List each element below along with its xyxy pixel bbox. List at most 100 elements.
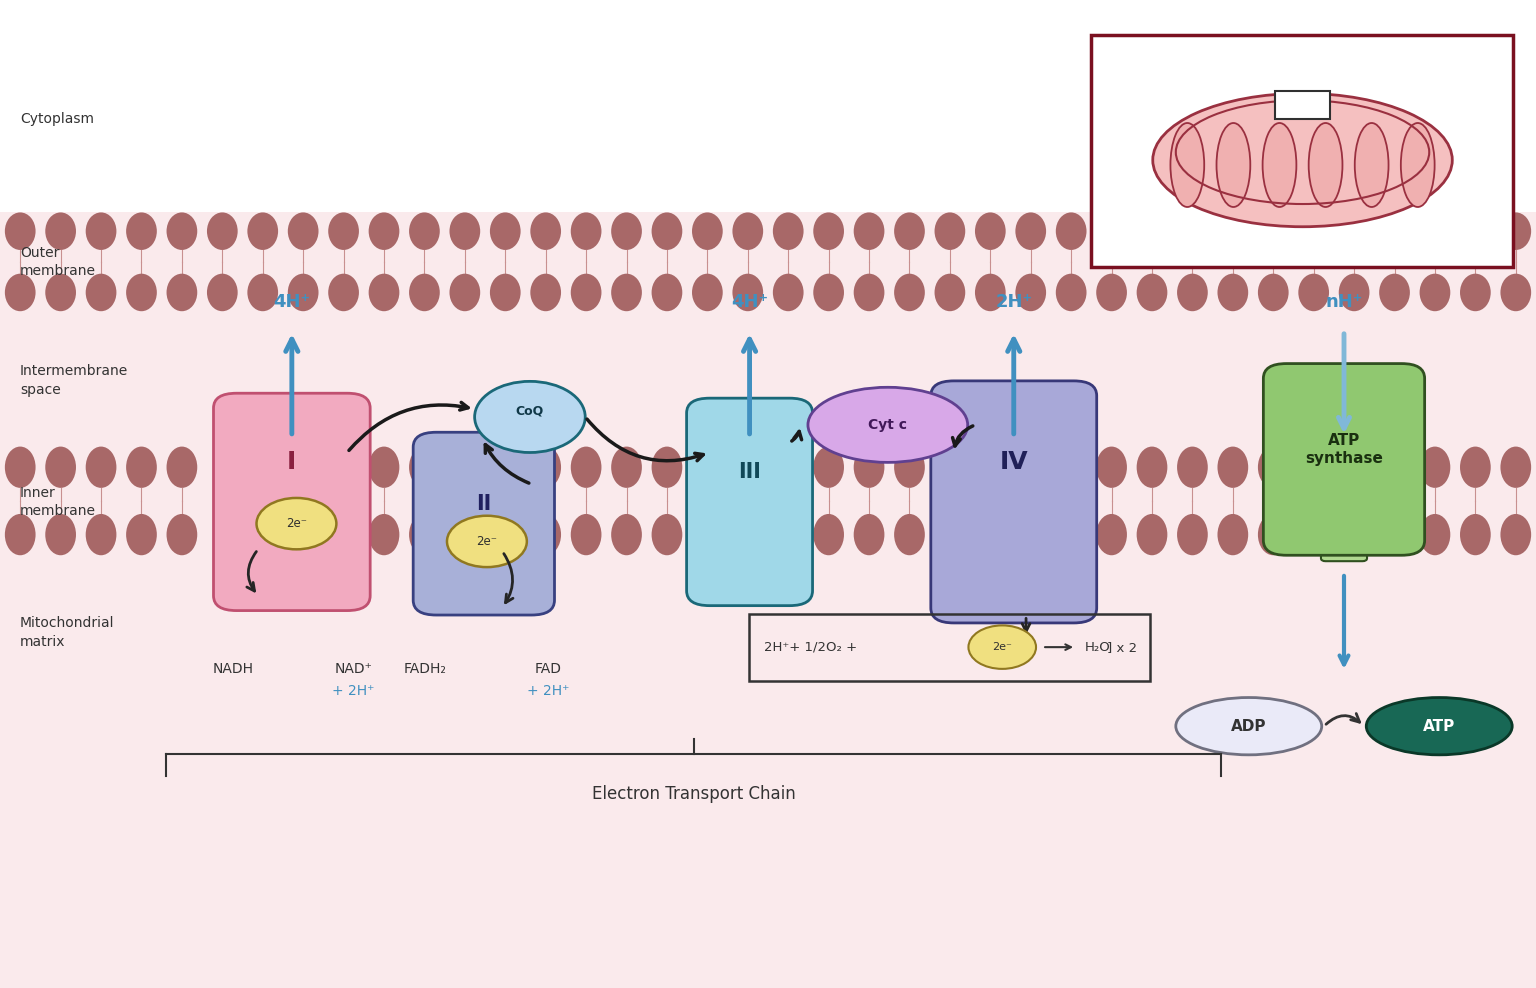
Ellipse shape	[86, 447, 117, 488]
Ellipse shape	[1419, 274, 1450, 311]
Ellipse shape	[1461, 212, 1491, 250]
Ellipse shape	[1298, 212, 1329, 250]
Ellipse shape	[894, 447, 925, 488]
Ellipse shape	[45, 212, 75, 250]
Text: 2e⁻: 2e⁻	[286, 517, 307, 531]
Ellipse shape	[5, 212, 35, 250]
Text: 2H⁺+ 1/2O₂ +: 2H⁺+ 1/2O₂ +	[763, 640, 857, 654]
Ellipse shape	[409, 514, 439, 555]
FancyArrowPatch shape	[791, 432, 802, 441]
Ellipse shape	[126, 274, 157, 311]
Ellipse shape	[409, 447, 439, 488]
Ellipse shape	[854, 514, 885, 555]
Text: ATP: ATP	[1424, 718, 1455, 734]
FancyArrowPatch shape	[485, 445, 528, 483]
Text: FAD: FAD	[535, 662, 562, 676]
Ellipse shape	[1177, 514, 1207, 555]
Text: Cyt c: Cyt c	[868, 418, 908, 432]
Text: 2H⁺: 2H⁺	[995, 293, 1032, 311]
Ellipse shape	[1379, 274, 1410, 311]
Ellipse shape	[247, 274, 278, 311]
Text: Inner
membrane: Inner membrane	[20, 486, 95, 518]
Text: + 2H⁺: + 2H⁺	[332, 684, 375, 698]
Ellipse shape	[126, 447, 157, 488]
Text: FADH₂: FADH₂	[404, 662, 447, 676]
Circle shape	[968, 625, 1035, 669]
Ellipse shape	[5, 447, 35, 488]
Circle shape	[447, 516, 527, 567]
Text: 4H⁺: 4H⁺	[731, 293, 768, 311]
Ellipse shape	[5, 514, 35, 555]
Text: III: III	[739, 462, 760, 482]
Text: 4H⁺: 4H⁺	[273, 293, 310, 311]
Text: Intermembrane
space: Intermembrane space	[20, 365, 127, 396]
Ellipse shape	[611, 212, 642, 250]
Ellipse shape	[975, 212, 1006, 250]
Ellipse shape	[329, 274, 359, 311]
Ellipse shape	[5, 274, 35, 311]
Ellipse shape	[1461, 447, 1491, 488]
Ellipse shape	[813, 212, 843, 250]
Ellipse shape	[86, 212, 117, 250]
Text: Cytoplasm: Cytoplasm	[20, 112, 94, 125]
Ellipse shape	[530, 212, 561, 250]
Ellipse shape	[450, 274, 481, 311]
Ellipse shape	[1298, 274, 1329, 311]
FancyArrowPatch shape	[1044, 644, 1071, 650]
Text: Outer
membrane: Outer membrane	[20, 246, 95, 278]
Ellipse shape	[813, 514, 843, 555]
Ellipse shape	[369, 447, 399, 488]
Ellipse shape	[1258, 447, 1289, 488]
Ellipse shape	[409, 212, 439, 250]
Ellipse shape	[854, 447, 885, 488]
Ellipse shape	[530, 274, 561, 311]
Text: ADP: ADP	[1230, 718, 1267, 734]
Text: ] x 2: ] x 2	[1107, 640, 1137, 654]
Ellipse shape	[1419, 447, 1450, 488]
Ellipse shape	[530, 514, 561, 555]
Ellipse shape	[1258, 514, 1289, 555]
Ellipse shape	[611, 274, 642, 311]
Ellipse shape	[1218, 514, 1249, 555]
Ellipse shape	[1339, 212, 1370, 250]
Ellipse shape	[1419, 514, 1450, 555]
Ellipse shape	[1097, 447, 1127, 488]
Ellipse shape	[571, 274, 602, 311]
Ellipse shape	[1263, 124, 1296, 207]
Ellipse shape	[1367, 698, 1511, 755]
Ellipse shape	[1258, 212, 1289, 250]
Ellipse shape	[813, 274, 843, 311]
Ellipse shape	[1177, 447, 1207, 488]
FancyArrowPatch shape	[952, 426, 972, 446]
Ellipse shape	[1217, 124, 1250, 207]
Ellipse shape	[1419, 212, 1450, 250]
FancyBboxPatch shape	[0, 212, 1536, 988]
Ellipse shape	[813, 447, 843, 488]
Text: 2e⁻: 2e⁻	[476, 535, 498, 548]
Ellipse shape	[287, 274, 318, 311]
Ellipse shape	[166, 514, 197, 555]
Text: + 2H⁺: + 2H⁺	[527, 684, 570, 698]
Text: ATP
synthase: ATP synthase	[1306, 433, 1382, 466]
Ellipse shape	[1055, 274, 1086, 311]
Ellipse shape	[490, 274, 521, 311]
Ellipse shape	[1137, 274, 1167, 311]
Text: IV: IV	[1000, 451, 1028, 474]
Ellipse shape	[86, 514, 117, 555]
Ellipse shape	[934, 212, 965, 250]
Ellipse shape	[287, 212, 318, 250]
Ellipse shape	[1170, 124, 1204, 207]
Ellipse shape	[369, 212, 399, 250]
Ellipse shape	[1097, 274, 1127, 311]
Ellipse shape	[651, 212, 682, 250]
FancyArrowPatch shape	[587, 419, 703, 460]
Ellipse shape	[808, 387, 968, 462]
Circle shape	[475, 381, 585, 453]
Ellipse shape	[1137, 514, 1167, 555]
Ellipse shape	[571, 447, 602, 488]
FancyBboxPatch shape	[413, 433, 554, 615]
Ellipse shape	[651, 514, 682, 555]
Text: CoQ: CoQ	[516, 404, 544, 418]
Ellipse shape	[45, 447, 75, 488]
Text: nH⁺: nH⁺	[1326, 293, 1362, 311]
